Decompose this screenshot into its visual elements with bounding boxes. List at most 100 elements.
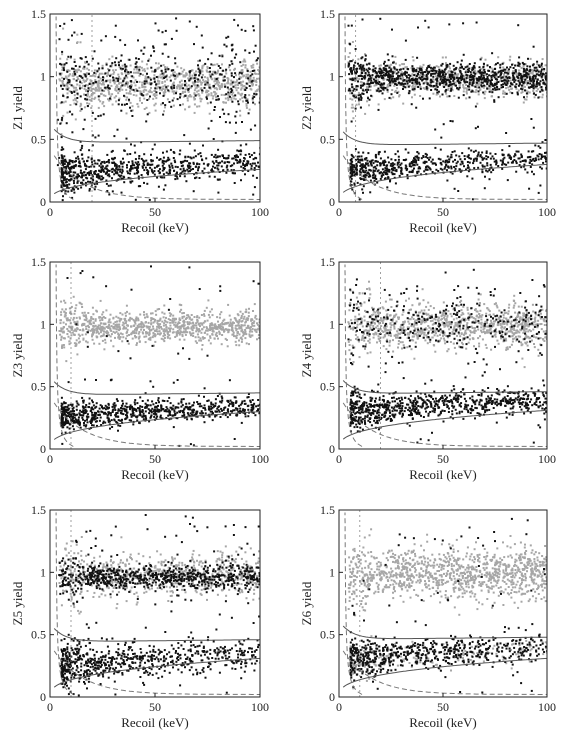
- scatter-point: [89, 180, 92, 183]
- scatter-point: [507, 79, 510, 82]
- scatter-point: [374, 155, 377, 158]
- scatter-point: [504, 68, 507, 71]
- scatter-point: [90, 172, 92, 175]
- scatter-point: [115, 77, 118, 80]
- scatter-point: [359, 158, 362, 161]
- scatter-point: [128, 98, 130, 101]
- scatter-point: [191, 81, 194, 84]
- scatter-point: [369, 179, 372, 182]
- scatter-point: [96, 328, 99, 331]
- scatter-point: [206, 94, 209, 97]
- scatter-point: [397, 166, 400, 169]
- scatter-point: [350, 162, 353, 165]
- scatter-point: [206, 327, 208, 330]
- scatter-point: [73, 182, 75, 185]
- scatter-point: [134, 334, 136, 337]
- scatter-point: [350, 106, 353, 109]
- scatter-point: [516, 64, 519, 67]
- scatter-point: [349, 167, 352, 170]
- scatter-point: [484, 90, 487, 93]
- scatter-point: [381, 86, 384, 88]
- scatter-point: [416, 163, 419, 166]
- scatter-point: [156, 308, 159, 311]
- scatter-point: [74, 328, 77, 331]
- scatter-point: [461, 162, 464, 165]
- scatter-point: [383, 150, 386, 153]
- scatter-point: [521, 86, 524, 89]
- scatter-point: [74, 73, 77, 76]
- scatter-point: [79, 70, 82, 73]
- scatter-point: [106, 86, 109, 89]
- scatter-point: [538, 66, 541, 68]
- scatter-point: [223, 318, 226, 321]
- scatter-point: [483, 62, 485, 65]
- scatter-point: [240, 87, 243, 90]
- scatter-point: [480, 81, 483, 84]
- scatter-point: [217, 79, 219, 82]
- scatter-point: [149, 83, 152, 86]
- scatter-point: [161, 176, 164, 179]
- scatter-point: [390, 79, 393, 82]
- scatter-point: [84, 73, 87, 76]
- scatter-point: [254, 316, 257, 319]
- scatter-point: [201, 344, 204, 346]
- scatter-point: [492, 169, 495, 171]
- scatter-point: [536, 63, 539, 66]
- scatter-point: [119, 168, 122, 171]
- scatter-point: [109, 97, 111, 100]
- scatter-point: [143, 164, 146, 167]
- scatter-point: [121, 165, 124, 168]
- scatter-point: [217, 83, 220, 86]
- scatter-point: [394, 80, 397, 82]
- scatter-point: [143, 313, 146, 316]
- scatter-point: [221, 108, 224, 111]
- scatter-point: [81, 333, 84, 336]
- scatter-point: [79, 109, 82, 112]
- scatter-point: [355, 94, 358, 97]
- scatter-point: [430, 74, 433, 77]
- scatter-point: [247, 326, 250, 329]
- scatter-point: [511, 87, 513, 90]
- scatter-point: [231, 157, 234, 160]
- scatter-point: [138, 155, 141, 157]
- scatter-point: [193, 43, 195, 46]
- scatter-point: [472, 68, 475, 71]
- scatter-point: [152, 327, 155, 330]
- scatter-point: [380, 69, 383, 72]
- scatter-point: [187, 165, 190, 168]
- scatter-point: [388, 77, 391, 80]
- scatter-point: [83, 106, 86, 109]
- scatter-point: [72, 295, 75, 298]
- scatter-point: [518, 72, 521, 75]
- scatter-point: [238, 77, 241, 80]
- scatter-point: [251, 98, 254, 101]
- scatter-point: [524, 159, 527, 162]
- scatter-point: [457, 88, 460, 91]
- scatter-point: [142, 94, 145, 97]
- scatter-point: [105, 63, 108, 66]
- scatter-point: [195, 86, 198, 89]
- scatter-point: [189, 77, 192, 80]
- scatter-point: [213, 325, 216, 328]
- scatter-point: [492, 157, 495, 160]
- scatter-point: [90, 99, 93, 102]
- scatter-point: [161, 161, 164, 164]
- scatter-point: [527, 57, 529, 60]
- scatter-point: [519, 73, 522, 75]
- scatter-point: [439, 82, 442, 85]
- scatter-point: [94, 89, 97, 92]
- scatter-point: [129, 172, 131, 175]
- scatter-point: [61, 79, 64, 82]
- scatter-point: [98, 87, 101, 90]
- scatter-point: [360, 166, 363, 169]
- scatter-point: [145, 106, 148, 109]
- scatter-point: [411, 161, 414, 163]
- scatter-point: [518, 164, 521, 167]
- scatter-point: [463, 75, 466, 78]
- scatter-point: [391, 89, 394, 91]
- scatter-point: [502, 161, 504, 164]
- scatter-point: [146, 99, 149, 101]
- scatter-point: [367, 172, 370, 175]
- scatter-point: [515, 150, 518, 153]
- scatter-point: [352, 68, 355, 71]
